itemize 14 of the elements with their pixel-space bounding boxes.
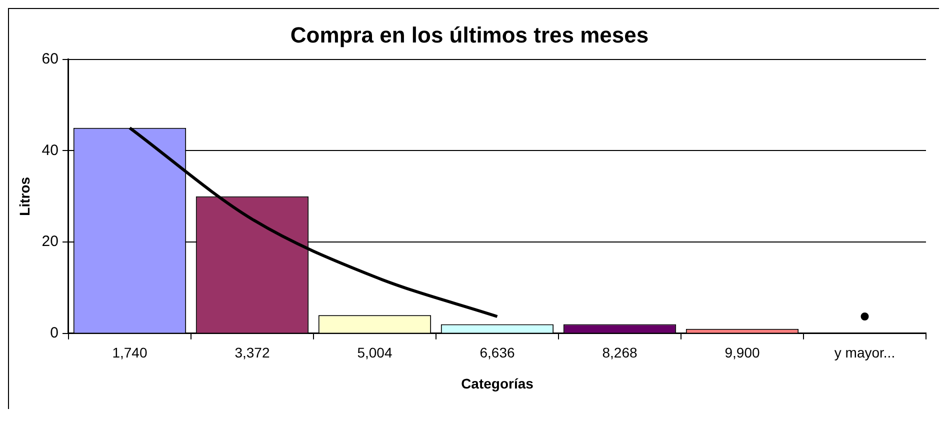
y-tick-label: 60 [42,50,58,68]
y-axis-title: Litros [16,176,32,216]
x-tick-label: 5,004 [357,344,392,361]
y-tick-label: 20 [42,233,58,250]
x-tick-label: 9,900 [724,344,760,361]
y-tick-label: 0 [50,324,58,342]
x-tick-label: 8,268 [602,344,638,361]
x-tick-label: 6,636 [480,344,515,361]
x-axis-title: Categorías [461,375,534,392]
chart-title: Compra en los últimos tres meses [290,22,649,48]
y-tick-label: 40 [42,142,58,159]
x-tick-label: y mayor... [834,344,896,361]
x-tick-label: 3,372 [234,344,270,361]
x-tick-label: 1,740 [112,344,148,361]
